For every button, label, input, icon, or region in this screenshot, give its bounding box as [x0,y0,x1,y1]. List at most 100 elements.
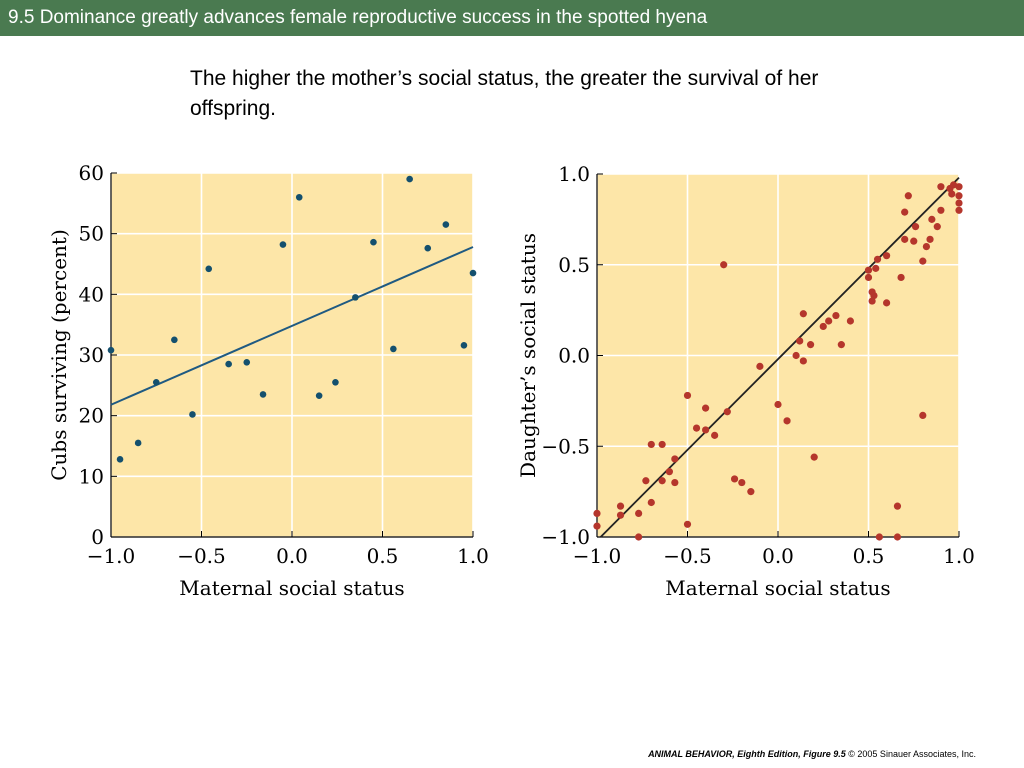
data-point [295,193,303,201]
data-point [799,310,807,318]
data-point [352,294,359,301]
figure-credit: ANIMAL BEHAVIOR, Eighth Edition, Figure … [648,749,976,759]
data-point [870,292,878,300]
y-tick-label: 10 [79,464,104,488]
data-point [683,520,692,528]
x-tick-label: −0.5 [177,544,226,568]
data-point [948,190,956,198]
data-point [933,223,941,231]
y-tick-label: 20 [79,404,104,428]
y-axis-label: Daughter’s social status [516,233,540,478]
y-tick-label: 60 [79,161,104,185]
data-point [665,468,673,476]
data-point [671,455,679,463]
data-point [883,252,891,260]
x-tick-label: 1.0 [457,544,489,568]
data-point [189,411,196,418]
data-point [796,337,804,345]
data-point [955,192,963,200]
data-point [259,391,267,398]
data-point [868,297,876,305]
data-point [593,522,601,530]
data-point [723,408,731,416]
data-point [424,244,432,252]
x-tick-label: 0.0 [276,544,308,568]
data-point [635,533,643,541]
data-point [658,477,666,485]
data-point [783,417,791,425]
data-point [901,235,909,243]
x-tick-label: 1.0 [943,544,975,568]
x-tick-label: −0.5 [663,544,712,568]
data-point [460,341,468,349]
y-axis-label: Cubs surviving (percent) [47,229,71,481]
data-point [730,475,739,483]
data-point [658,440,666,449]
data-point [205,265,213,273]
data-point [883,299,891,307]
data-point [864,273,873,282]
data-point [928,215,936,223]
data-point [873,255,882,263]
data-point [756,362,764,370]
data-point [937,206,945,214]
data-point [642,477,650,485]
data-point [810,453,818,461]
credit-book: ANIMAL BEHAVIOR, Eighth Edition, [648,749,801,759]
data-point [904,192,912,200]
data-point [243,358,251,366]
y-tick-label: −1.0 [541,525,590,549]
data-point [593,509,601,518]
data-point [647,498,655,507]
y-tick-label: 50 [79,222,104,246]
x-tick-label: 0.5 [367,544,399,568]
trend-line [599,176,960,538]
data-point [837,341,845,349]
data-point [955,206,963,214]
x-tick-label: 0.0 [762,544,794,568]
data-point [692,424,701,432]
data-point [635,509,643,518]
x-axis-label: Maternal social status [665,576,890,600]
data-point [911,223,920,231]
data-point [116,456,124,463]
data-point [919,257,927,265]
x-axis-label: Maternal social status [179,576,404,600]
data-point [171,336,178,344]
data-point [864,266,873,274]
data-point [315,392,323,399]
slide-title: 9.5 Dominance greatly advances female re… [0,0,1024,36]
data-point [647,440,655,449]
x-tick-label: 0.5 [853,544,885,568]
credit-figure: Figure 9.5 [803,749,846,759]
data-point [893,502,902,510]
data-point [107,346,115,354]
data-point [819,322,827,331]
y-tick-label: 0.0 [558,344,590,368]
data-point [872,264,880,272]
data-point [225,360,232,368]
credit-copyright: © 2005 Sinauer Associates, Inc. [848,749,976,759]
slide-subtitle: The higher the mother’s social status, t… [190,67,819,120]
y-tick-label: 0.5 [558,253,590,277]
data-point [846,317,854,325]
data-point [720,261,728,269]
data-point [747,488,755,496]
x-tick-label: −1.0 [87,544,136,568]
data-point [901,208,909,216]
data-point [799,357,807,365]
cubs-surviving-chart: −1.0 −0.5 0.0 0.5 1.0 0 10 20 30 40 50 60 Maternal s… [47,161,489,600]
data-point [825,317,833,325]
data-point [134,439,142,447]
data-point [683,391,692,400]
data-point [738,478,746,487]
data-point [370,238,377,246]
data-point [406,175,413,183]
data-point [152,379,160,386]
trend-line [110,246,474,406]
data-point [955,199,963,207]
data-point [875,533,883,541]
y-tick-label: 0 [91,525,104,549]
data-point [279,241,287,248]
data-point [922,243,931,251]
